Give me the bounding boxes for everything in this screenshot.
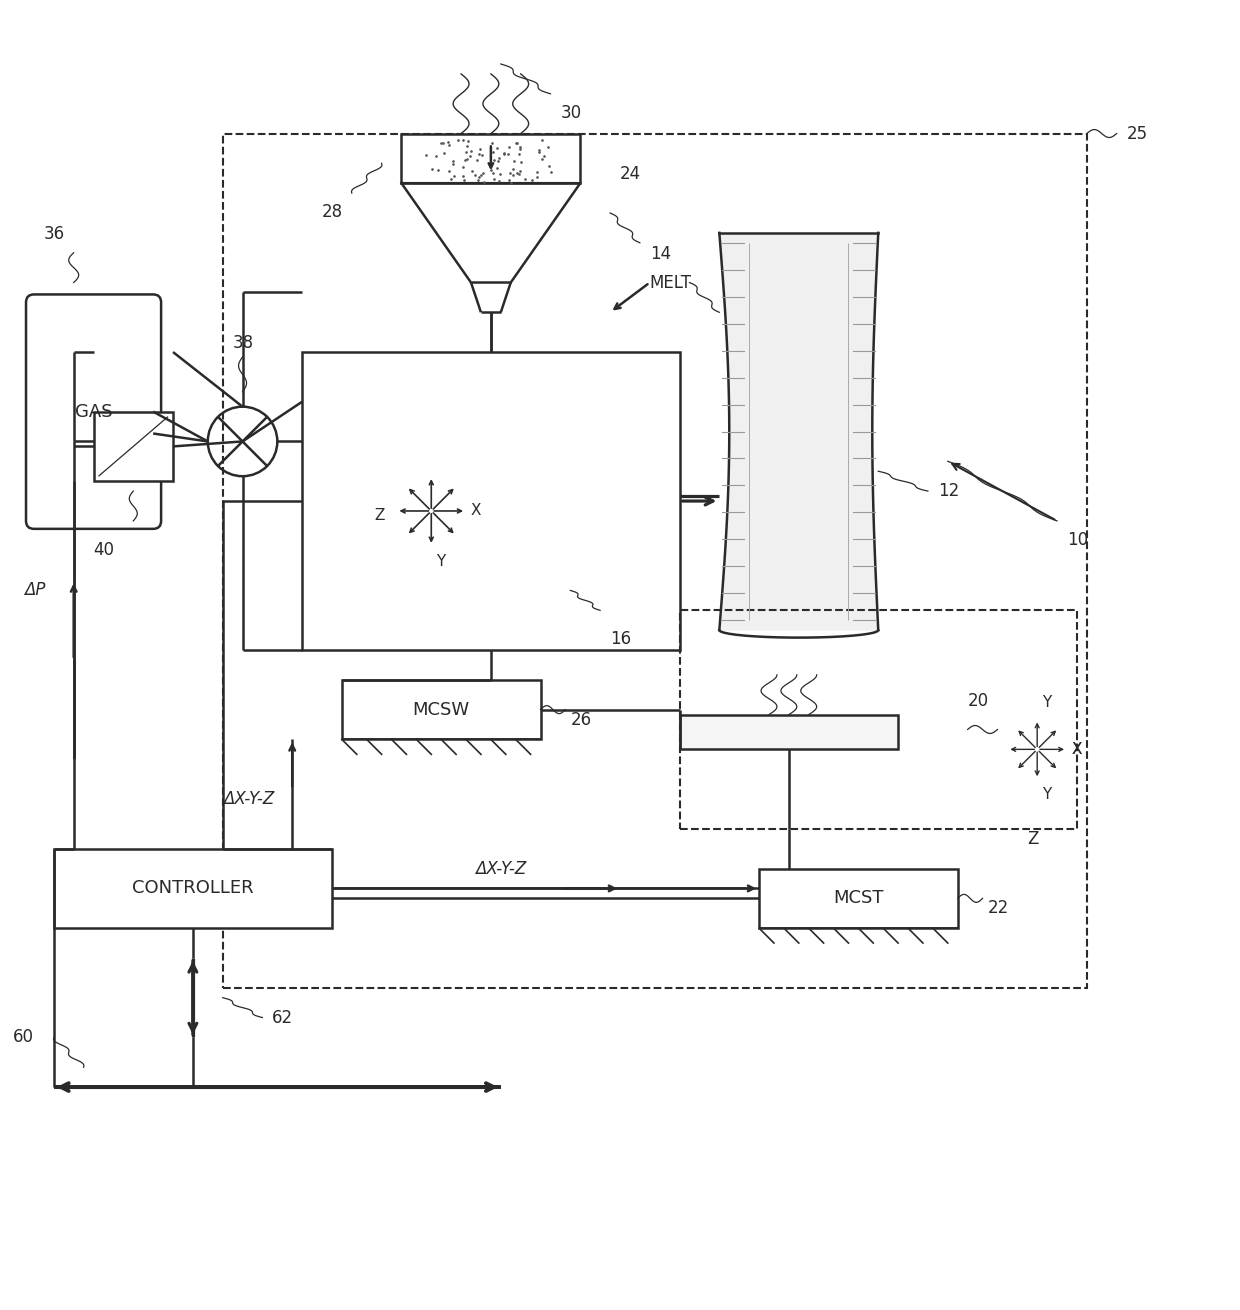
Text: 62: 62	[273, 1009, 294, 1027]
Text: 38: 38	[233, 334, 254, 352]
Bar	[223, 134, 1086, 988]
Text: Z: Z	[1027, 829, 1039, 848]
Text: 36: 36	[43, 225, 64, 242]
Text: 12: 12	[937, 482, 959, 500]
Text: Y: Y	[436, 554, 445, 569]
Bar	[680, 714, 898, 749]
Text: 24: 24	[620, 165, 641, 183]
Bar	[680, 610, 1076, 829]
Text: 40: 40	[93, 541, 114, 559]
Text: 10: 10	[1066, 531, 1089, 549]
Bar	[759, 869, 957, 929]
Text: 22: 22	[987, 899, 1009, 917]
Text: 16: 16	[610, 630, 631, 648]
Text: Y: Y	[1042, 694, 1052, 710]
Text: X: X	[1071, 741, 1083, 757]
Text: 14: 14	[650, 245, 671, 262]
Bar	[342, 680, 541, 739]
Text: Z: Z	[374, 508, 384, 524]
Text: Y: Y	[1042, 787, 1052, 802]
Text: ΔP: ΔP	[24, 582, 46, 600]
Text: CONTROLLER: CONTROLLER	[133, 879, 254, 897]
Text: 26: 26	[570, 710, 591, 728]
Text: 30: 30	[560, 103, 582, 122]
Text: GAS: GAS	[74, 402, 113, 421]
Text: 28: 28	[322, 203, 343, 221]
Bar	[93, 411, 174, 481]
Text: 20: 20	[967, 692, 988, 710]
Text: 25: 25	[1127, 124, 1148, 143]
Text: ΔX-Y-Z: ΔX-Y-Z	[475, 861, 527, 879]
Bar	[303, 352, 680, 650]
Bar	[402, 134, 580, 183]
Bar	[53, 849, 332, 929]
Text: X: X	[1071, 741, 1083, 757]
Text: X: X	[471, 503, 481, 519]
Text: ΔX-Y-Z: ΔX-Y-Z	[223, 790, 274, 808]
Text: MCSW: MCSW	[413, 701, 470, 719]
Text: 60: 60	[12, 1028, 33, 1047]
Text: MCST: MCST	[833, 889, 884, 908]
FancyBboxPatch shape	[26, 295, 161, 529]
Text: MELT: MELT	[650, 274, 692, 292]
